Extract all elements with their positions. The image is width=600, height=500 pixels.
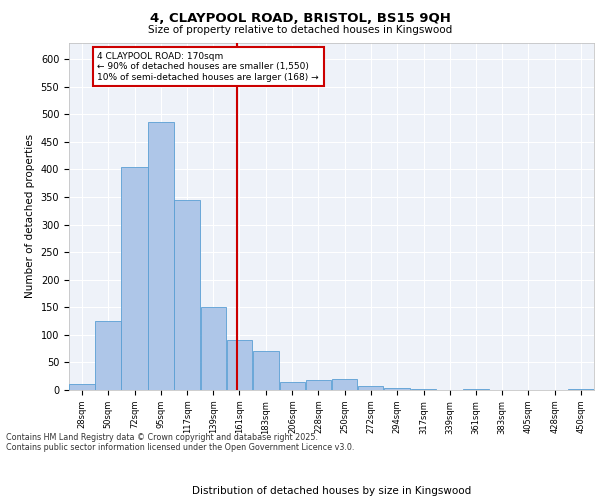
Bar <box>306 380 331 390</box>
Bar <box>121 166 148 390</box>
Bar <box>148 122 174 390</box>
Bar <box>175 200 200 390</box>
Y-axis label: Number of detached properties: Number of detached properties <box>25 134 35 298</box>
Bar <box>69 384 95 390</box>
Text: 4, CLAYPOOL ROAD, BRISTOL, BS15 9QH: 4, CLAYPOOL ROAD, BRISTOL, BS15 9QH <box>149 12 451 26</box>
X-axis label: Distribution of detached houses by size in Kingswood: Distribution of detached houses by size … <box>192 486 471 496</box>
Bar <box>227 340 252 390</box>
Bar <box>280 382 305 390</box>
Bar <box>384 388 410 390</box>
Text: Contains HM Land Registry data © Crown copyright and database right 2025.: Contains HM Land Registry data © Crown c… <box>6 434 318 442</box>
Bar <box>253 352 279 390</box>
Bar <box>200 308 226 390</box>
Text: Contains public sector information licensed under the Open Government Licence v3: Contains public sector information licen… <box>6 444 355 452</box>
Bar <box>95 321 121 390</box>
Text: Size of property relative to detached houses in Kingswood: Size of property relative to detached ho… <box>148 25 452 35</box>
Bar <box>358 386 383 390</box>
Bar <box>332 379 357 390</box>
Text: 4 CLAYPOOL ROAD: 170sqm
← 90% of detached houses are smaller (1,550)
10% of semi: 4 CLAYPOOL ROAD: 170sqm ← 90% of detache… <box>97 52 319 82</box>
